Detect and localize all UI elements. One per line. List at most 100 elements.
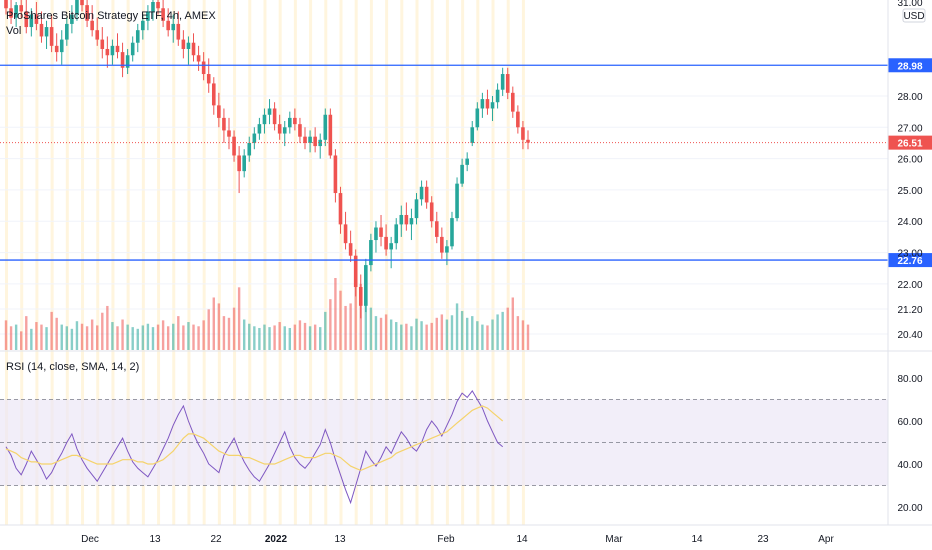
- volume-bar: [263, 324, 266, 350]
- volume-bar: [405, 323, 408, 350]
- candle-body: [384, 236, 388, 250]
- date-tick-label: 14: [691, 534, 703, 545]
- session-stripe: [400, 0, 404, 525]
- session-stripe: [278, 0, 282, 525]
- rsi-ma-line: [5, 405, 504, 472]
- volume-bar: [65, 326, 69, 350]
- candle-body: [394, 224, 399, 244]
- volume-bar: [430, 322, 433, 350]
- price-tick-label: 25.00: [897, 186, 922, 197]
- volume-bar: [242, 319, 246, 350]
- volume-bar: [471, 316, 474, 350]
- volume-bar: [435, 317, 438, 350]
- candle-body: [465, 158, 469, 165]
- rsi-tick-label: 20.00: [897, 503, 922, 514]
- candle-body: [222, 117, 226, 131]
- session-stripe: [172, 0, 176, 525]
- session-stripe: [141, 0, 145, 525]
- volume-bar: [258, 327, 261, 350]
- volume-bar: [476, 321, 479, 350]
- volume-bar: [232, 307, 236, 350]
- candle-body: [141, 20, 145, 31]
- symbol-title[interactable]: ProShares Bitcoin Strategy ETF, 4h, AMEX: [6, 10, 216, 22]
- candle-body: [146, 11, 150, 21]
- session-stripe: [65, 0, 69, 525]
- volume-bar: [329, 299, 332, 350]
- candle-body: [500, 74, 505, 90]
- volume-bar: [506, 307, 509, 350]
- candle-body: [247, 142, 252, 156]
- date-tick-label: 23: [757, 534, 769, 545]
- candle-body: [156, 2, 160, 9]
- candle-body: [277, 124, 282, 134]
- price-tick-label: 24.00: [897, 217, 922, 228]
- candle-body: [288, 117, 292, 128]
- candle-body: [328, 114, 333, 156]
- volume-bar: [298, 320, 302, 350]
- volume-bar: [121, 319, 124, 350]
- session-stripe: [217, 0, 221, 525]
- candle-body: [14, 5, 18, 18]
- volume-bar: [481, 324, 484, 350]
- volume-bar: [349, 303, 352, 350]
- price-tick-label: 23.00: [897, 249, 922, 260]
- volume-bar: [273, 325, 276, 350]
- candle-body: [217, 105, 221, 118]
- rsi-legend[interactable]: RSI (14, close, SMA, 14, 2): [6, 361, 140, 373]
- volume-bar: [85, 326, 89, 350]
- volume-bar: [136, 328, 139, 350]
- rsi-tick-label: 80.00: [897, 374, 922, 385]
- candle-body: [135, 30, 140, 43]
- session-stripe: [81, 0, 85, 525]
- last-price-tag: [888, 135, 932, 150]
- date-tick-label: 2022: [265, 534, 288, 545]
- candle-body: [257, 124, 262, 134]
- volume-bar: [4, 320, 8, 350]
- date-tick-label: Dec: [81, 534, 99, 545]
- candle-body: [29, 14, 34, 28]
- volume-bar: [202, 320, 205, 350]
- session-stripe: [506, 0, 510, 525]
- volume-bar: [80, 323, 84, 350]
- candle-body: [44, 27, 49, 37]
- candlesticks: [4, 0, 530, 319]
- candle-body: [237, 155, 241, 172]
- volume-bar: [187, 322, 190, 350]
- volume-bar: [60, 324, 63, 350]
- volume-bar: [35, 322, 38, 350]
- candle-body: [166, 20, 170, 31]
- volume-legend[interactable]: Vol: [6, 25, 22, 37]
- volume-bar: [146, 323, 150, 350]
- volume-bar: [455, 303, 459, 350]
- candle-body: [364, 265, 368, 306]
- volume-bar: [14, 324, 18, 350]
- volume-bar: [248, 323, 251, 350]
- session-stripe: [5, 0, 8, 525]
- candle-body: [161, 8, 165, 21]
- volume-bar: [126, 324, 129, 350]
- volume-bar: [389, 319, 393, 350]
- session-stripe: [430, 0, 434, 525]
- candle-body: [516, 111, 520, 128]
- candle-body: [308, 136, 312, 143]
- currency-label: USD: [903, 11, 924, 22]
- candle-body: [151, 2, 155, 12]
- rsi-tick-label: 40.00: [897, 460, 922, 471]
- candle-body: [460, 164, 464, 184]
- volume-bar: [30, 328, 33, 350]
- volume-bar: [197, 326, 200, 350]
- volume-bar: [212, 297, 215, 350]
- volume-bar: [50, 311, 53, 350]
- candle-body: [252, 133, 257, 143]
- volume-bar: [101, 312, 104, 350]
- volume-bar: [217, 303, 221, 350]
- candle-body: [475, 108, 480, 128]
- candle-body: [171, 23, 176, 31]
- candle-body: [445, 246, 449, 253]
- session-stripe: [415, 0, 419, 525]
- session-stripe: [248, 0, 252, 525]
- candle-body: [191, 42, 196, 56]
- volume-bar: [55, 317, 58, 350]
- volume-bar: [364, 294, 368, 350]
